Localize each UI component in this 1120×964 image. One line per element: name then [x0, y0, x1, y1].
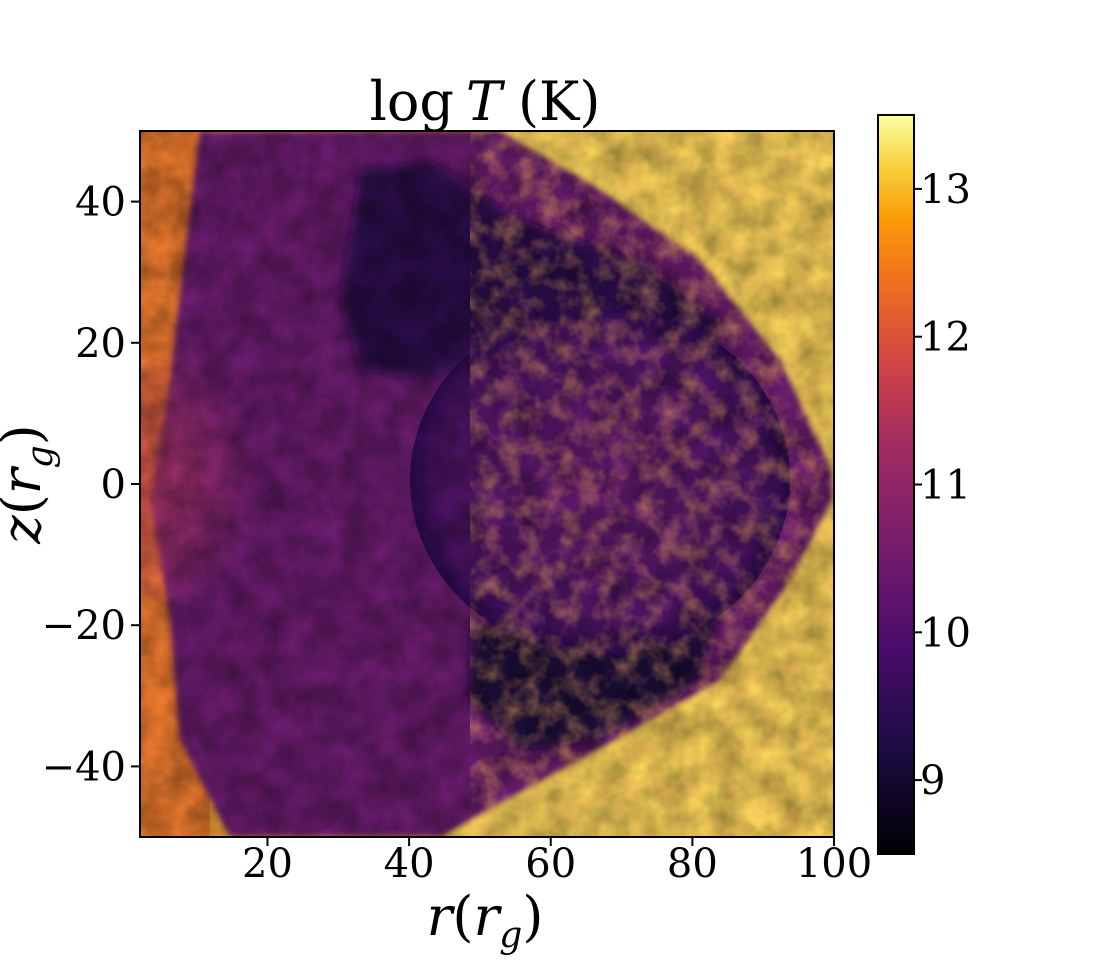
y-label-base: r	[0, 465, 53, 494]
y-label-var: z	[0, 515, 53, 545]
x-axis-ticks: 20 40 60 80 100	[242, 837, 872, 887]
colorbar-tick-label: 10	[920, 610, 971, 656]
colorbar-tick-label: 12	[920, 315, 971, 361]
y-tick-label: −40	[42, 744, 126, 790]
colorbar	[878, 115, 914, 854]
title-symbol: T	[466, 70, 506, 133]
y-label-lparen: (	[0, 494, 53, 515]
x-label-base: r	[473, 885, 502, 948]
x-label-lparen: (	[452, 885, 473, 948]
x-tick-label: 100	[796, 841, 872, 887]
chart-title: log T (K)	[370, 70, 601, 133]
y-tick-label: 40	[75, 180, 126, 226]
y-tick-label: 0	[101, 462, 126, 508]
y-label-rparen: )	[0, 424, 53, 445]
y-axis-label: z(rg)	[0, 424, 61, 544]
x-tick-label: 20	[242, 841, 293, 887]
x-tick-label: 80	[667, 841, 718, 887]
heatmap-image	[140, 131, 834, 837]
title-prefix: log	[370, 70, 454, 133]
x-label-rparen: )	[522, 885, 543, 948]
title-unit: (K)	[518, 70, 600, 133]
x-label-var: r	[427, 885, 456, 948]
y-tick-label: 20	[75, 321, 126, 367]
y-axis-ticks: −40 −20 0 20 40	[42, 180, 140, 790]
colorbar-tick-label: 11	[920, 463, 971, 509]
y-label-sub: g	[20, 445, 61, 468]
colorbar-ticks: 9 10 11 12 13	[914, 167, 971, 804]
x-tick-label: 60	[525, 841, 576, 887]
colorbar-tick-label: 9	[920, 758, 945, 804]
x-axis-label: r(rg)	[427, 885, 544, 956]
colorbar-tick-label: 13	[920, 167, 971, 213]
y-tick-label: −20	[42, 603, 126, 649]
x-label-sub: g	[499, 915, 522, 956]
x-tick-label: 40	[384, 841, 435, 887]
